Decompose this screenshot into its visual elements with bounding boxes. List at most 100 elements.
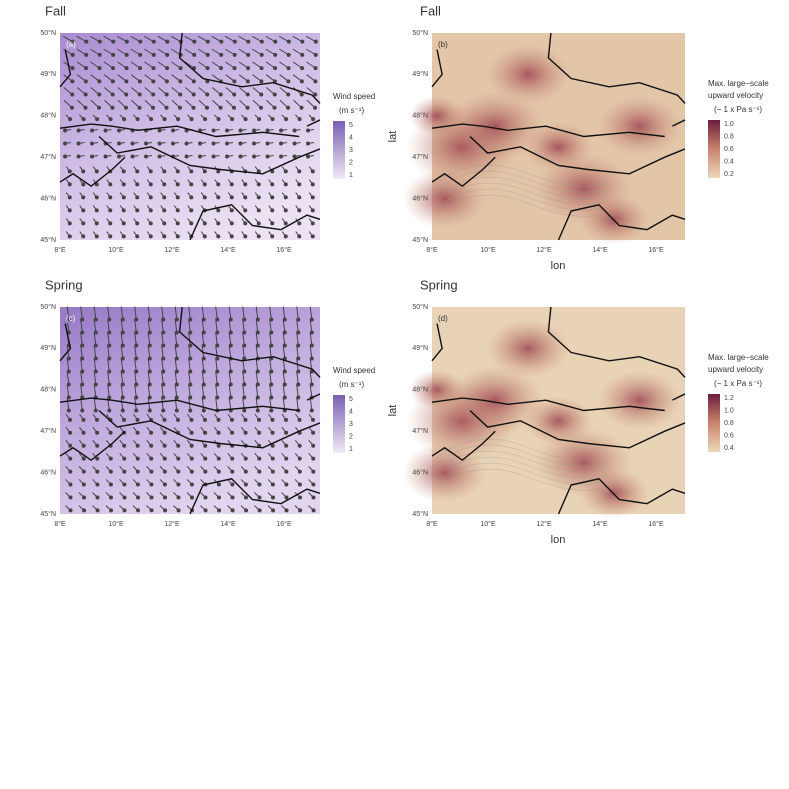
wind-arrowhead xyxy=(270,221,275,226)
wind-arrow xyxy=(107,332,110,346)
legend-unit: (m s⁻¹) xyxy=(339,380,364,389)
wind-arrow xyxy=(134,358,137,372)
y-tick-label: 45°N xyxy=(40,236,56,244)
wind-arrow xyxy=(269,358,272,372)
wind-arrowhead xyxy=(67,221,72,226)
wind-arrow xyxy=(174,358,178,372)
wind-arrowhead xyxy=(238,141,243,146)
legend-tick-label: 0.6 xyxy=(724,146,734,153)
wind-arrow xyxy=(255,319,259,333)
wind-arrowhead xyxy=(306,128,311,133)
border xyxy=(431,123,665,138)
wind-arrowhead xyxy=(130,154,135,159)
wind-arrow xyxy=(255,332,259,346)
wind-arrow xyxy=(134,345,137,359)
wind-arrow xyxy=(255,397,259,411)
wind-arrowhead xyxy=(203,417,208,422)
x-tick-label: 12°E xyxy=(536,520,552,528)
wind-arrowhead xyxy=(90,128,95,133)
wind-arrow xyxy=(161,345,164,359)
wind-arrow xyxy=(242,332,245,346)
map-panel: Spring (d) 50°N 49°N 48°N 47°N 46°N 45°N 8°E 10°E… xyxy=(387,277,769,545)
y-tick-label: 45°N xyxy=(40,510,56,518)
wind-arrowhead xyxy=(81,169,86,174)
wind-arrowhead xyxy=(149,117,154,122)
terrain-contour xyxy=(436,164,608,187)
wind-arrowhead xyxy=(257,430,262,435)
terrain-contour xyxy=(436,444,608,467)
wind-arrow xyxy=(120,345,124,359)
wind-arrowhead xyxy=(259,79,264,84)
wind-arrow xyxy=(120,332,124,346)
wind-arrow xyxy=(66,397,70,411)
wind-arrowhead xyxy=(94,208,99,213)
wind-arrow xyxy=(242,384,245,398)
wind-arrowhead xyxy=(272,105,277,110)
wind-arrow xyxy=(282,384,286,398)
wind-arrow xyxy=(107,384,110,398)
wind-arrowhead xyxy=(135,117,140,122)
wind-arrowhead xyxy=(157,141,162,146)
wind-arrow xyxy=(80,332,83,346)
wind-arrow xyxy=(242,345,245,359)
wind-arrowhead xyxy=(255,408,260,413)
wind-arrowhead xyxy=(135,208,140,213)
panel-title: Fall xyxy=(45,3,66,18)
border xyxy=(431,49,443,88)
wind-arrowhead xyxy=(229,221,234,226)
wind-arrowhead xyxy=(68,117,73,122)
wind-arrowhead xyxy=(238,154,243,159)
wind-arrowhead xyxy=(230,417,235,422)
wind-arrowhead xyxy=(103,128,108,133)
wind-arrowhead xyxy=(270,208,275,213)
wind-arrow xyxy=(309,371,313,385)
border xyxy=(672,119,686,127)
wind-arrowhead xyxy=(283,169,288,174)
wind-arrowhead xyxy=(205,92,210,97)
wind-arrowhead xyxy=(313,105,318,110)
legend-tick-label: 2 xyxy=(349,433,353,440)
colorbar xyxy=(333,395,345,453)
wind-arrowhead xyxy=(110,92,115,97)
wind-arrowhead xyxy=(299,79,304,84)
wind-arrowhead xyxy=(245,92,250,97)
wind-arrowhead xyxy=(311,117,316,122)
border xyxy=(557,478,686,515)
wind-arrowhead xyxy=(313,52,318,57)
wind-arrowhead xyxy=(203,469,208,474)
x-axis-label: lon xyxy=(551,260,566,272)
wind-arrowhead xyxy=(76,154,81,159)
wind-arrowhead xyxy=(83,92,88,97)
wind-arrow xyxy=(228,358,232,372)
wind-arrowhead xyxy=(270,195,275,200)
wind-arrowhead xyxy=(135,417,140,422)
wind-arrowhead xyxy=(162,456,167,461)
wind-arrow xyxy=(242,306,245,320)
wind-arrowhead xyxy=(211,141,216,146)
wind-arrow xyxy=(269,397,272,411)
wind-arrowhead xyxy=(81,443,86,448)
wind-arrowhead xyxy=(284,430,289,435)
wind-arrow xyxy=(134,384,137,398)
wind-arrowhead xyxy=(299,105,304,110)
border xyxy=(59,49,72,88)
wind-arrow xyxy=(80,371,83,385)
wind-arrowhead xyxy=(230,456,235,461)
wind-arrowhead xyxy=(230,469,235,474)
wind-arrowhead xyxy=(162,117,167,122)
wind-arrowhead xyxy=(121,221,126,226)
wind-arrowhead xyxy=(192,52,197,57)
wind-arrowhead xyxy=(80,408,85,413)
wind-arrowhead xyxy=(311,508,316,513)
legend-tick-label: 1.0 xyxy=(724,121,734,128)
wind-arrowhead xyxy=(259,92,264,97)
wind-arrowhead xyxy=(205,52,210,57)
wind-arrowhead xyxy=(205,105,210,110)
wind-arrowhead xyxy=(256,221,261,226)
wind-arrowhead xyxy=(225,154,230,159)
wind-arrowhead xyxy=(230,508,235,513)
wind-arrowhead xyxy=(149,495,154,500)
x-tick-label: 12°E xyxy=(164,520,180,528)
border xyxy=(189,478,321,515)
wind-arrowhead xyxy=(81,417,86,422)
